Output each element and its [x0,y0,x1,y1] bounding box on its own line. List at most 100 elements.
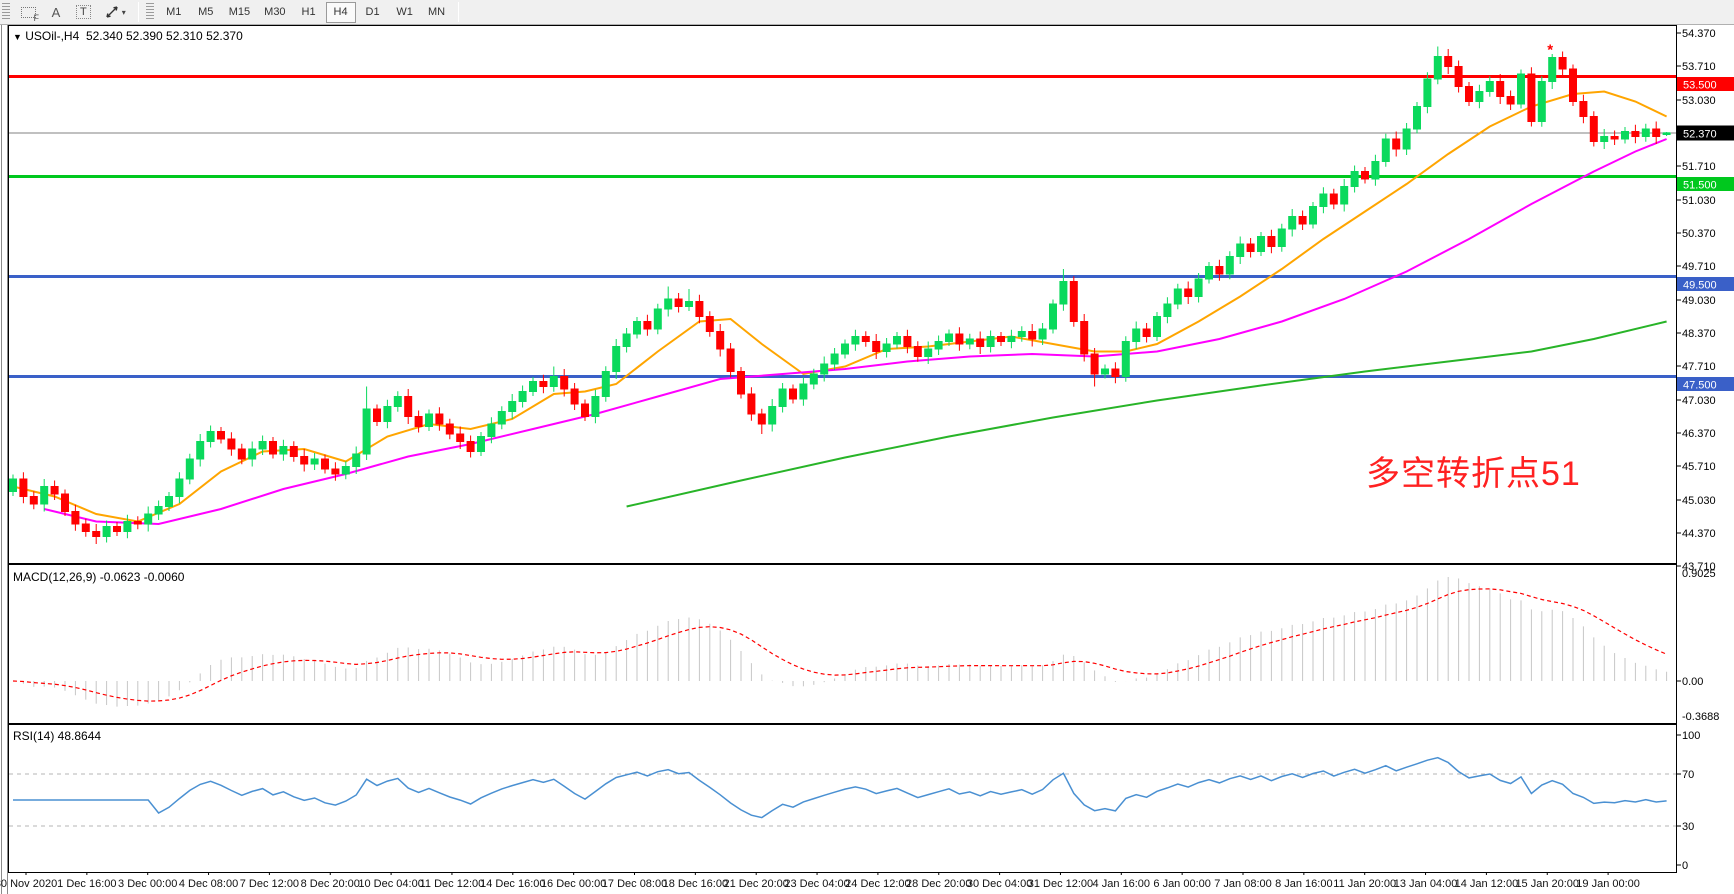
svg-text:13 Jan 04:00: 13 Jan 04:00 [1394,878,1458,890]
text-tool-icon: T [76,5,91,19]
svg-text:0.00: 0.00 [1682,676,1703,688]
svg-text:30 Nov 2020: 30 Nov 2020 [0,878,57,890]
pane-borders [8,25,1677,873]
svg-text:14 Jan 12:00: 14 Jan 12:00 [1455,878,1519,890]
rsi-indicator-pane [9,756,1676,827]
svg-text:47.030: 47.030 [1682,395,1716,407]
svg-text:0: 0 [1682,860,1688,872]
toolbar: F A T ▾ M1 M5 M15 M30 H1 H4 D1 W1 MN [0,0,1734,25]
timeframe-m15-button[interactable]: M15 [223,2,256,23]
svg-text:10 Dec 04:00: 10 Dec 04:00 [358,878,423,890]
svg-text:48.370: 48.370 [1682,328,1716,340]
svg-text:16 Dec 00:00: 16 Dec 00:00 [541,878,606,890]
svg-text:53.500: 53.500 [1683,80,1717,92]
timeframe-grip[interactable] [145,3,154,21]
svg-text:51.710: 51.710 [1682,161,1716,173]
svg-text:53.030: 53.030 [1682,95,1716,107]
objects-dropdown-button[interactable]: ▾ [99,2,132,23]
svg-text:45.710: 45.710 [1682,461,1716,473]
svg-text:53.710: 53.710 [1682,61,1716,73]
rsi-label: RSI(14) 48.8644 [13,729,102,743]
svg-text:45.030: 45.030 [1682,495,1716,507]
svg-text:3 Dec 00:00: 3 Dec 00:00 [118,878,177,890]
svg-text:47.710: 47.710 [1682,361,1716,373]
svg-text:*: * [1547,42,1553,59]
svg-text:30 Dec 04:00: 30 Dec 04:00 [967,878,1032,890]
svg-text:49.030: 49.030 [1682,295,1716,307]
candlestick-series [9,46,1671,544]
macd-signal-line [12,588,1667,702]
chart-annotation-text: 多空转折点51 [1366,455,1581,493]
timeframe-m30-button[interactable]: M30 [258,2,291,23]
macd-indicator-pane [12,577,1668,707]
window-left-edge [1,25,8,894]
macd-label: MACD(12,26,9) -0.0623 -0.0060 [13,570,185,584]
timeframe-m1-button[interactable]: M1 [159,2,189,23]
timeframe-m5-button[interactable]: M5 [191,2,221,23]
medium-ma-line [43,138,1667,526]
slow-ma-line [626,320,1667,508]
timeframe-d1-button[interactable]: D1 [358,2,388,23]
svg-text:49.710: 49.710 [1682,261,1716,273]
svg-text:70: 70 [1682,769,1694,781]
svg-text:51.500: 51.500 [1683,180,1717,192]
timeframe-h4-button[interactable]: H4 [325,1,356,23]
svg-text:7 Dec 12:00: 7 Dec 12:00 [240,878,299,890]
timeframe-button-group: M1 M5 M15 M30 H1 H4 D1 W1 MN [158,1,453,23]
svg-text:30: 30 [1682,821,1694,833]
toolbar-separator [137,2,139,22]
svg-text:8 Jan 16:00: 8 Jan 16:00 [1275,878,1333,890]
rsi-line [13,756,1667,819]
svg-text:7 Jan 08:00: 7 Jan 08:00 [1214,878,1272,890]
svg-text:21 Dec 20:00: 21 Dec 20:00 [723,878,788,890]
timeframe-h1-button[interactable]: H1 [294,2,324,23]
svg-text:24 Dec 12:00: 24 Dec 12:00 [845,878,910,890]
t-tool-button[interactable]: T [70,2,97,23]
svg-text:19 Jan 00:00: 19 Jan 00:00 [1576,878,1640,890]
chevron-down-icon: ▾ [121,7,126,17]
svg-text:18 Dec 16:00: 18 Dec 16:00 [663,878,728,890]
svg-text:8 Dec 20:00: 8 Dec 20:00 [301,878,360,890]
symbol-period-label: USOil-,H4 [25,29,80,43]
svg-text:44.370: 44.370 [1682,528,1716,540]
svg-text:17 Dec 08:00: 17 Dec 08:00 [602,878,667,890]
svg-text:4 Jan 16:00: 4 Jan 16:00 [1093,878,1151,890]
svg-text:54.370: 54.370 [1682,28,1716,40]
current-price-label [1677,125,1734,141]
svg-text:15 Jan 20:00: 15 Jan 20:00 [1515,878,1579,890]
svg-text:11 Dec 12:00: 11 Dec 12:00 [420,878,485,890]
time-axis[interactable]: 30 Nov 2020 1 Dec 16:00 3 Dec 00:00 4 Dec 0… [0,872,1640,890]
svg-text:23 Dec 04:00: 23 Dec 04:00 [784,878,849,890]
svg-text:51.030: 51.030 [1682,195,1716,207]
svg-text:11 Jan 20:00: 11 Jan 20:00 [1333,878,1396,890]
grid-f-button[interactable]: F [15,2,42,23]
svg-text:14 Dec 16:00: 14 Dec 16:00 [480,878,545,890]
price-axis[interactable]: 54.370 53.710 53.030 52.370 51.710 51.030 50.3… [1676,28,1734,872]
svg-text:52.370: 52.370 [1683,129,1717,141]
timeframe-mn-button[interactable]: MN [422,2,452,23]
chart-title: ▼ USOil-,H4 52.340 52.390 52.310 52.370 [13,29,243,43]
svg-text:28 Dec 20:00: 28 Dec 20:00 [906,878,971,890]
svg-text:1 Dec 16:00: 1 Dec 16:00 [57,878,116,890]
svg-text:31 Dec 12:00: 31 Dec 12:00 [1028,878,1093,890]
svg-text:43.710: 43.710 [1682,561,1716,573]
toolbar-grip[interactable] [2,3,10,21]
chart-canvas[interactable]: * 54.370 53.710 53.030 52.370 51.710 51.030 50… [0,25,1734,894]
timeframe-w1-button[interactable]: W1 [390,2,420,23]
svg-text:0.9025: 0.9025 [1682,568,1716,580]
a-tool-label: A [51,4,61,20]
ohlc-values: 52.340 52.390 52.310 52.370 [85,29,243,43]
svg-text:49.500: 49.500 [1683,280,1717,292]
svg-text:100: 100 [1682,730,1700,742]
svg-text:50.370: 50.370 [1682,228,1716,240]
arrows-tool-icon [106,5,118,18]
dotted-grid-icon: F [21,6,39,23]
svg-text:4 Dec 08:00: 4 Dec 08:00 [179,878,238,890]
svg-text:46.370: 46.370 [1682,428,1716,440]
svg-text:47.500: 47.500 [1683,380,1717,392]
symbol-dropdown-caret[interactable]: ▼ [13,32,22,42]
a-tool-button[interactable]: A [44,2,68,23]
horizontal-level-lines[interactable] [9,75,1676,378]
toolbar-separator-2 [457,2,459,22]
